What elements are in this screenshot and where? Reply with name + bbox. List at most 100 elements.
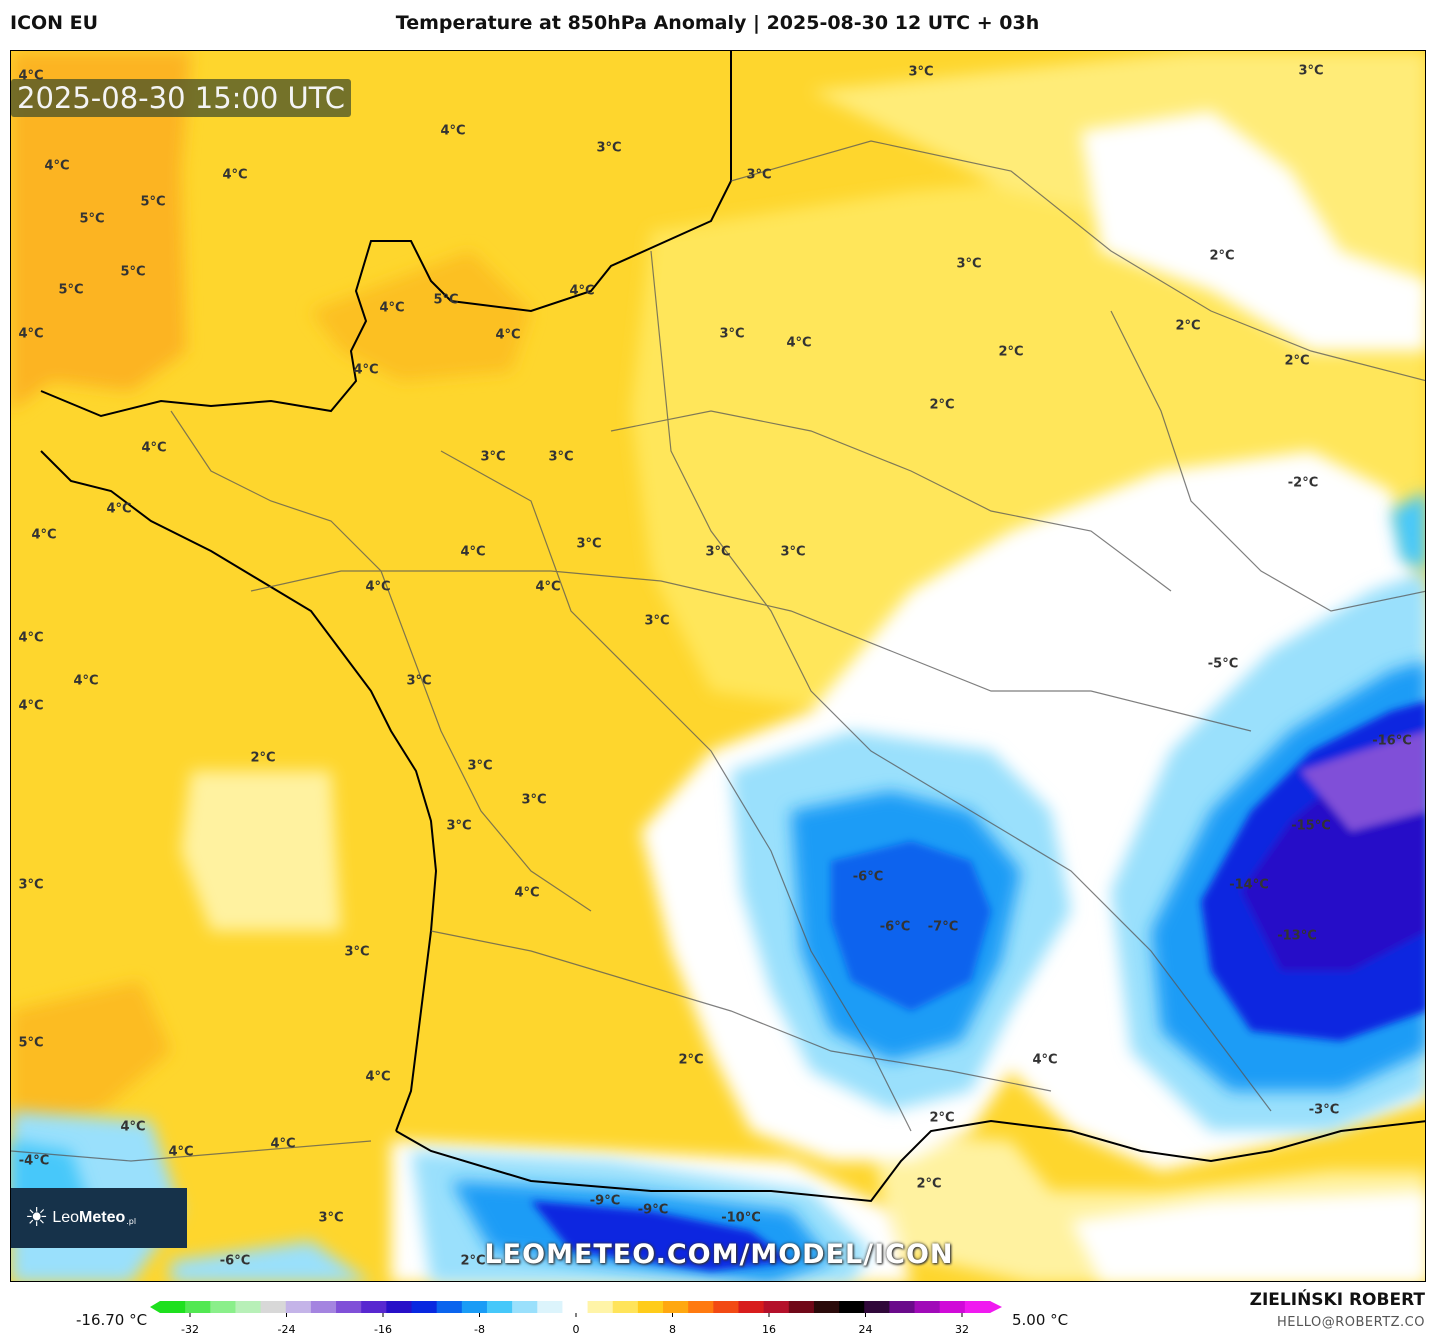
isotherm-label: 2°C [916, 1176, 942, 1192]
chart-title: Temperature at 850hPa Anomaly | 2025-08-… [395, 12, 1040, 34]
isotherm-label: 4°C [460, 544, 486, 560]
isotherm-label: 3°C [446, 818, 472, 834]
colorbar: -32 -24 -16 -8 0 8 16 24 32 [150, 1301, 1002, 1336]
isotherm-label: 3°C [1298, 63, 1324, 79]
isotherm-label: 5°C [18, 1035, 44, 1051]
isotherm-label: 3°C [908, 64, 934, 80]
isotherm-label: 3°C [705, 544, 731, 560]
colorbar-segment [386, 1301, 413, 1313]
isotherm-label: 4°C [222, 167, 248, 183]
isotherm-label: 3°C [746, 167, 772, 183]
colorbar-tick-label: -24 [278, 1323, 296, 1336]
isotherm-label: -4°C [18, 1153, 50, 1169]
isotherm-label: 4°C [365, 579, 391, 595]
isotherm-label: 5°C [120, 264, 146, 280]
colorbar-segment [562, 1301, 589, 1313]
isotherm-label: -10°C [721, 1210, 761, 1226]
isotherm-label: 3°C [467, 758, 493, 774]
colorbar-segment [537, 1301, 563, 1313]
isotherm-label: 3°C [344, 944, 370, 960]
isotherm-label: 4°C [120, 1119, 146, 1135]
isotherm-label: 4°C [535, 579, 561, 595]
isotherm-label: 2°C [929, 397, 955, 413]
isotherm-label: -7°C [927, 919, 959, 935]
colorbar-segment [160, 1301, 186, 1313]
isotherm-label: 3°C [521, 792, 547, 808]
colorbar-tick-label: 16 [762, 1323, 776, 1336]
colorbar-segment [939, 1301, 966, 1313]
leometeo-logo[interactable]: ☀ LeoMeteo .pl [11, 1188, 187, 1248]
isotherm-label: 4°C [106, 501, 132, 517]
sun-icon: ☀ [25, 1203, 49, 1233]
isotherm-label: 4°C [786, 335, 812, 351]
colorbar-segment [663, 1301, 689, 1313]
isotherm-label: 3°C [956, 256, 982, 272]
isotherm-label: 4°C [31, 527, 57, 543]
colorbar-segment [310, 1301, 337, 1313]
colorbar-segment [839, 1301, 865, 1313]
colorbar-min-label: -16.70 °C [76, 1311, 148, 1329]
isotherm-label: 2°C [1175, 318, 1201, 334]
isotherm-label: 3°C [548, 449, 574, 465]
colorbar-segment [436, 1301, 463, 1313]
isotherm-label: -5°C [1207, 656, 1239, 672]
colorbar-segment [587, 1301, 614, 1313]
isotherm-label: 5°C [140, 194, 166, 210]
valid-time-badge: 2025-08-30 15:00 UTC [11, 79, 352, 117]
isotherm-label: -6°C [879, 919, 911, 935]
author-email[interactable]: HELLO@ROBERTZ.CO [1276, 1315, 1425, 1330]
isotherm-label: 4°C [18, 698, 44, 714]
isotherm-label: 2°C [998, 344, 1024, 360]
colorbar-segment [713, 1301, 739, 1313]
isotherm-label: 2°C [460, 1253, 486, 1269]
isotherm-label: -16°C [1372, 733, 1412, 749]
watermark-url: LEOMETEO.COM/MODEL/ICON [484, 1239, 954, 1270]
isotherm-label: 4°C [18, 326, 44, 342]
colorbar-segment [738, 1301, 765, 1313]
isotherm-label: -13°C [1277, 928, 1317, 944]
colorbar-segment [486, 1301, 513, 1313]
warm-core-west [11, 51, 531, 1131]
map-field [11, 51, 1425, 1281]
isotherm-label: 4°C [440, 123, 466, 139]
isotherm-label: 4°C [365, 1069, 391, 1085]
colorbar-segment [185, 1301, 211, 1313]
colorbar-segment [260, 1301, 287, 1313]
temperature-anomaly-map[interactable]: 2025-08-30 15:00 UTC 4°C 4°C 4°C 5°C 5°C 5°C 5… [10, 50, 1426, 1282]
isotherm-label: -9°C [589, 1193, 621, 1209]
isotherm-label: -6°C [219, 1253, 251, 1269]
cold-anomaly-deep [531, 701, 1425, 1271]
isotherm-label: 3°C [576, 536, 602, 552]
colorbar-segment [210, 1301, 236, 1313]
isotherm-label: 4°C [141, 440, 167, 456]
isotherm-label: -2°C [1287, 475, 1319, 491]
isotherm-label: 2°C [250, 750, 276, 766]
isotherm-label: 4°C [73, 673, 99, 689]
colorbar-segment [361, 1301, 387, 1313]
colorbar-segment [914, 1301, 941, 1313]
isotherm-label: -9°C [637, 1202, 669, 1218]
isotherm-label: 2°C [678, 1052, 704, 1068]
colorbar-segment [461, 1301, 488, 1313]
isotherm-label: 4°C [495, 327, 521, 343]
isotherm-label: 4°C [270, 1136, 296, 1152]
colorbar-segment [512, 1301, 538, 1313]
isotherm-label: 4°C [44, 158, 70, 174]
colorbar-segment [788, 1301, 815, 1313]
author-name: ZIELIŃSKI ROBERT [1249, 1290, 1425, 1310]
colorbar-segment [411, 1301, 438, 1313]
isotherm-label: 4°C [379, 300, 405, 316]
isotherm-label: -6°C [852, 869, 884, 885]
isotherm-label: 4°C [18, 630, 44, 646]
isotherm-label: 2°C [1284, 353, 1310, 369]
colorbar-min-arrow [150, 1301, 160, 1313]
colorbar-segment [864, 1301, 890, 1313]
colorbar-tick-label: 32 [955, 1323, 969, 1336]
isotherm-label: -15°C [1291, 818, 1331, 834]
colorbar-tick-label: -32 [181, 1323, 199, 1336]
isotherm-label: 4°C [1032, 1052, 1058, 1068]
isotherm-label: 2°C [1209, 248, 1235, 264]
isotherm-label: 3°C [596, 140, 622, 156]
isotherm-label: 3°C [480, 449, 506, 465]
isotherm-label: 4°C [18, 68, 44, 84]
